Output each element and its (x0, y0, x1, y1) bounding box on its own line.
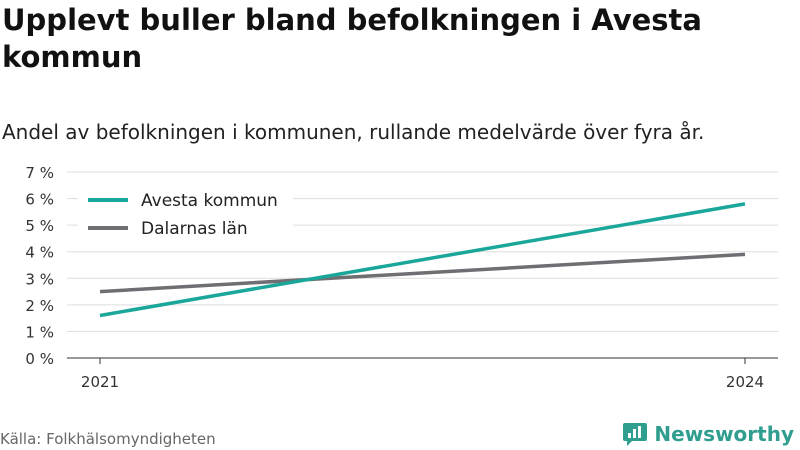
legend: Avesta kommun Dalarnas län (78, 186, 293, 244)
y-tick-label: 3 % (25, 270, 54, 288)
series-line (99, 252, 746, 294)
x-tick-label: 2021 (81, 373, 119, 391)
brand-name: Newsworthy (654, 422, 794, 446)
y-tick-label: 0 % (25, 350, 54, 368)
legend-label: Dalarnas län (141, 219, 248, 239)
source-note: Källa: Folkhälsomyndigheten (0, 430, 216, 448)
y-tick-label: 7 % (25, 164, 54, 182)
series-lines (99, 202, 746, 318)
y-tick-label: 2 % (25, 297, 54, 315)
y-tick-label: 1 % (25, 323, 54, 341)
legend-label: Avesta kommun (141, 191, 278, 211)
chart-subtitle: Andel av befolkningen i kommunen, rullan… (2, 120, 705, 144)
brand-logo[interactable]: Newsworthy (622, 420, 794, 448)
y-tick-label: 4 % (25, 244, 54, 262)
line-chart: 0 % 1 % 2 % 3 % 4 % 5 % 6 % 7 % 2021 2024 Avesta… (25, 164, 778, 391)
newsworthy-logo-icon (623, 423, 648, 446)
y-tick-label: 6 % (25, 191, 54, 209)
y-tick-label: 5 % (25, 217, 54, 235)
chart-title: Upplevt buller bland befolkningen i Aves… (2, 3, 702, 74)
x-tick-label: 2024 (726, 373, 764, 391)
x-axis: 2021 2024 (81, 358, 764, 391)
series-line (99, 202, 746, 318)
legend-background (78, 186, 293, 244)
y-axis-ticks: 0 % 1 % 2 % 3 % 4 % 5 % 6 % 7 % (25, 164, 54, 368)
